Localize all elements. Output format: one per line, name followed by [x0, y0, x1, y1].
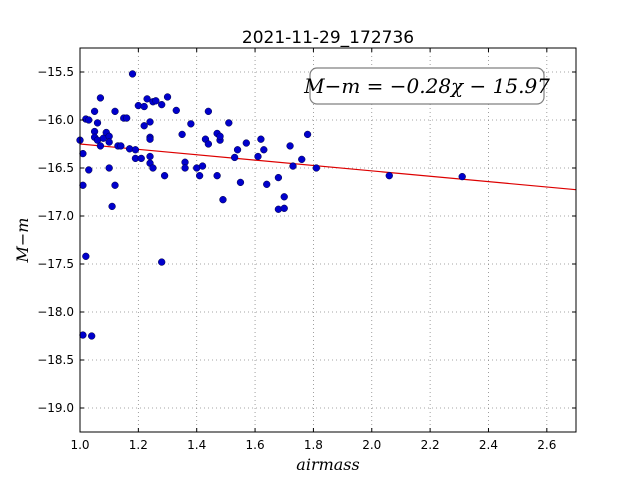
x-tick-label: 1.8 — [304, 438, 323, 452]
fit-equation-label: M−m = −0.28χ − 15.97 — [303, 74, 550, 98]
data-point — [105, 164, 113, 172]
data-point — [260, 146, 268, 154]
data-point — [225, 119, 233, 127]
data-point — [90, 107, 99, 116]
data-point — [254, 152, 262, 161]
x-tick-label: 2.4 — [479, 438, 498, 452]
data-point — [236, 178, 245, 187]
data-point — [105, 138, 113, 146]
x-axis-label: airmass — [296, 455, 359, 474]
fit-equation-box: M−m = −0.28χ − 15.97 — [303, 67, 550, 105]
data-point — [204, 107, 213, 116]
x-tick-label: 1.2 — [129, 438, 148, 452]
data-point — [178, 130, 186, 139]
data-point — [79, 331, 87, 339]
data-point — [458, 172, 466, 181]
data-point — [286, 142, 294, 150]
data-point — [198, 162, 207, 170]
data-point — [280, 193, 288, 201]
data-point — [93, 119, 102, 127]
data-point — [131, 146, 140, 154]
axes-frame — [79, 47, 577, 433]
data-point — [274, 173, 283, 182]
data-point — [233, 146, 242, 154]
data-point — [108, 202, 116, 211]
y-tick-label: −16.0 — [37, 113, 74, 127]
x-tick-label: 1.4 — [187, 438, 206, 452]
data-point — [85, 166, 93, 174]
data-point — [204, 140, 213, 148]
data-point — [289, 162, 297, 170]
data-point — [128, 70, 137, 78]
data-point — [181, 164, 189, 172]
data-point — [146, 135, 154, 143]
data-point — [149, 164, 157, 172]
data-point — [280, 204, 288, 212]
data-point — [88, 332, 96, 340]
data-point — [96, 142, 105, 150]
data-point — [146, 152, 154, 161]
y-tick-label: −18.0 — [37, 305, 74, 319]
data-point — [117, 142, 125, 150]
data-point — [160, 172, 169, 180]
data-point — [158, 100, 166, 109]
data-point — [195, 172, 204, 180]
y-axis-label: M−m — [13, 218, 32, 264]
data-point — [312, 164, 320, 172]
data-point — [85, 116, 93, 124]
y-tick-label: −16.5 — [37, 161, 74, 175]
data-point — [172, 106, 180, 115]
x-tick-label: 2.2 — [421, 438, 440, 452]
data-point — [82, 252, 90, 260]
data-point — [219, 196, 227, 204]
data-point — [298, 155, 306, 164]
data-point — [140, 122, 148, 130]
data-point — [123, 114, 131, 122]
x-tick-label: 2.6 — [537, 438, 556, 452]
data-point — [213, 172, 221, 180]
data-point — [140, 102, 148, 111]
y-tick-label: −17.5 — [37, 257, 74, 271]
data-point — [111, 181, 119, 189]
chart-title: 2021-11-29_172736 — [242, 28, 414, 48]
data-point — [257, 135, 265, 143]
data-point — [263, 180, 271, 188]
data-point — [230, 153, 239, 162]
x-tick-label: 1.6 — [246, 438, 265, 452]
data-point — [163, 93, 172, 101]
data-point — [158, 258, 166, 266]
data-point — [143, 95, 151, 103]
y-tick-label: −15.5 — [37, 65, 74, 79]
data-point — [79, 181, 87, 189]
data-point — [79, 149, 87, 158]
x-tick-label: 1.0 — [70, 438, 89, 452]
fit-line — [79, 143, 577, 191]
data-point — [111, 107, 119, 116]
data-point — [216, 132, 224, 140]
y-tick-label: −18.5 — [37, 353, 74, 367]
x-tick-label: 2.0 — [362, 438, 381, 452]
plot-area: 1.0 1.2 1.4 1.6 1.8 2.0 2.2 2.4 2.6 −15.5 −16.0 −16… — [37, 47, 577, 452]
data-point — [137, 154, 145, 163]
data-point — [146, 118, 154, 126]
data-point — [242, 139, 250, 147]
y-tick-label: −19.0 — [37, 401, 74, 415]
y-tick-label: −17.0 — [37, 209, 74, 223]
data-point — [303, 130, 312, 139]
fit-equation-frame — [309, 67, 545, 105]
data-point — [385, 172, 393, 180]
data-point — [187, 120, 195, 128]
data-point — [152, 97, 160, 105]
data-point — [96, 94, 105, 102]
